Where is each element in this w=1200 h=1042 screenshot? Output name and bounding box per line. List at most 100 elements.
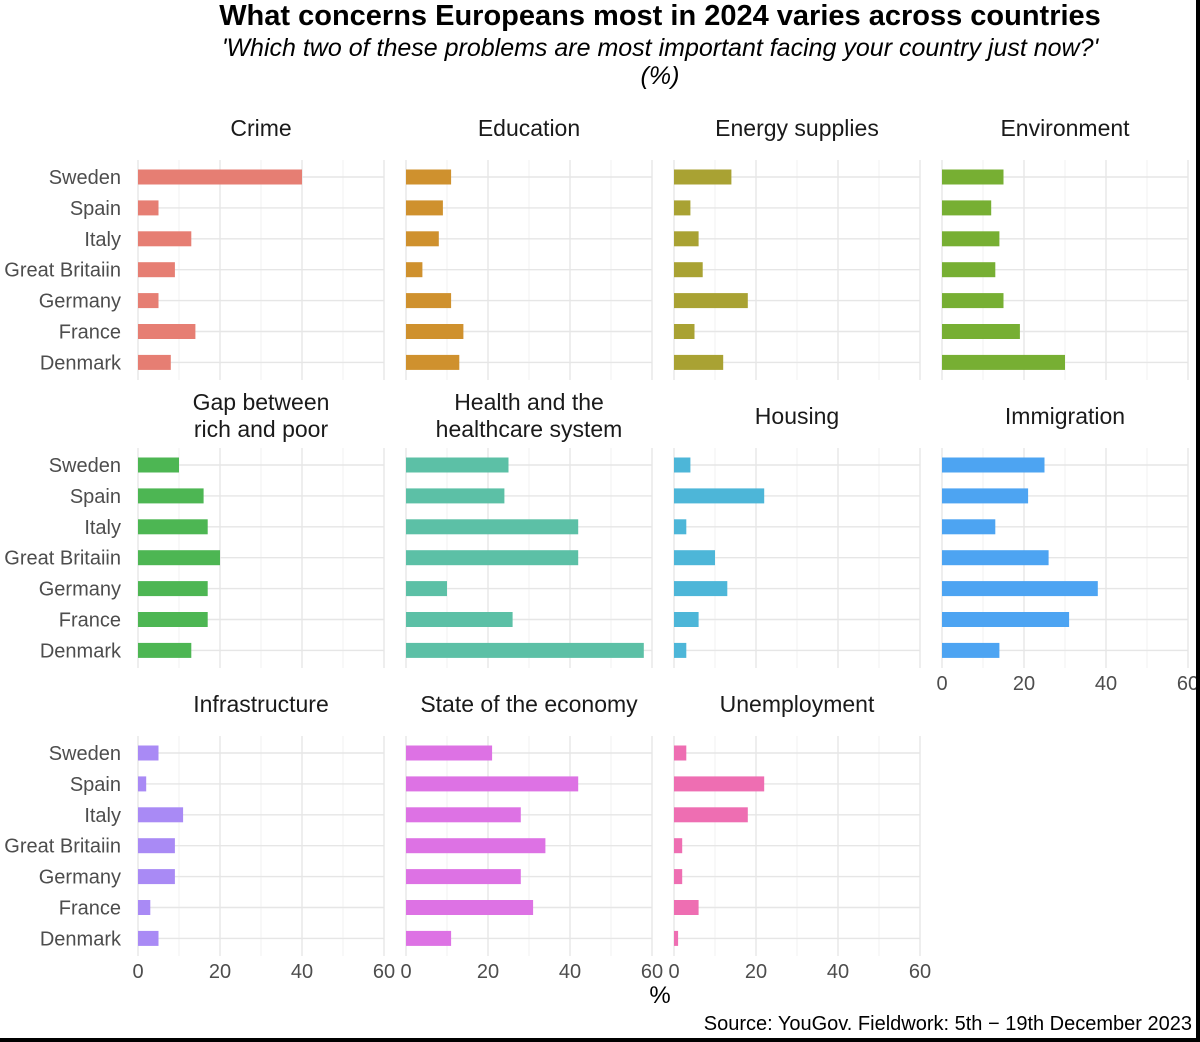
bar-education-france <box>406 324 464 339</box>
bar-health-and-the-healthcare-system-italy <box>406 519 579 535</box>
x-tick-label: 0 <box>668 961 679 983</box>
bar-crime-italy <box>138 231 192 247</box>
bar-housing-france <box>674 612 699 627</box>
x-tick-label: 60 <box>641 961 663 983</box>
category-label-sweden: Sweden <box>49 167 121 189</box>
category-label-spain: Spain <box>70 198 121 220</box>
bar-education-denmark <box>406 354 460 370</box>
bar-health-and-the-healthcare-system-sweden <box>406 457 509 473</box>
x-tick-label: 0 <box>400 961 411 983</box>
bar-crime-spain <box>138 200 159 216</box>
x-tick-label: 60 <box>909 961 931 983</box>
category-label-germany: Germany <box>39 579 121 601</box>
facet-title-education: Education <box>478 115 580 141</box>
bar-education-spain <box>406 200 443 216</box>
bar-education-germany <box>406 293 452 309</box>
category-label-germany: Germany <box>39 291 121 313</box>
bar-environment-sweden <box>942 169 1004 185</box>
bar-immigration-italy <box>942 519 996 535</box>
bar-health-and-the-healthcare-system-great-britaiin <box>406 550 579 566</box>
bar-infrastructure-france <box>138 900 151 915</box>
bar-infrastructure-germany <box>138 869 175 885</box>
category-label-germany: Germany <box>39 867 121 889</box>
bar-state-of-the-economy-germany <box>406 869 521 885</box>
bar-crime-france <box>138 324 196 339</box>
bar-infrastructure-great-britaiin <box>138 838 175 854</box>
frame-border-bottom <box>0 1038 1200 1042</box>
bar-unemployment-denmark <box>674 930 679 946</box>
x-tick-label: 40 <box>1095 673 1117 695</box>
bar-immigration-denmark <box>942 642 1000 658</box>
bar-health-and-the-healthcare-system-germany <box>406 581 447 597</box>
bar-energy-supplies-denmark <box>674 354 724 370</box>
bar-environment-italy <box>942 231 1000 247</box>
bar-gap-between-rich-and-poor-germany <box>138 581 208 597</box>
bar-gap-between-rich-and-poor-sweden <box>138 457 179 473</box>
x-tick-label: 20 <box>745 961 767 983</box>
bar-gap-between-rich-and-poor-great-britaiin <box>138 550 220 566</box>
bar-state-of-the-economy-great-britaiin <box>406 838 546 854</box>
bar-unemployment-sweden <box>674 745 687 761</box>
facet-title-immigration: Immigration <box>1005 403 1125 429</box>
bar-unemployment-france <box>674 900 699 915</box>
bar-state-of-the-economy-denmark <box>406 930 452 946</box>
bar-housing-denmark <box>674 642 687 658</box>
bar-gap-between-rich-and-poor-denmark <box>138 642 192 658</box>
chart-title: What concerns Europeans most in 2024 var… <box>219 0 1101 32</box>
facet-title-unemployment: Unemployment <box>720 691 875 717</box>
category-label-italy: Italy <box>84 229 121 251</box>
bar-housing-spain <box>674 488 765 504</box>
bar-education-italy <box>406 231 439 247</box>
bar-infrastructure-spain <box>138 776 147 792</box>
bar-energy-supplies-spain <box>674 200 691 216</box>
facet-title-energy-supplies: Energy supplies <box>715 115 879 141</box>
bar-unemployment-italy <box>674 807 748 823</box>
facet-title-gap-between-rich-and-poor: Gap between <box>193 389 330 415</box>
facet-title-environment: Environment <box>1000 115 1130 141</box>
bar-unemployment-spain <box>674 776 765 792</box>
x-axis-label: % <box>649 982 671 1009</box>
category-label-spain: Spain <box>70 774 121 796</box>
category-label-france: France <box>59 610 121 632</box>
bar-energy-supplies-great-britaiin <box>674 262 703 278</box>
x-tick-label: 20 <box>1013 673 1035 695</box>
bar-immigration-great-britaiin <box>942 550 1049 566</box>
bar-energy-supplies-italy <box>674 231 699 247</box>
facet-title-state-of-the-economy: State of the economy <box>420 691 638 717</box>
bar-housing-sweden <box>674 457 691 473</box>
frame-border-right <box>1196 0 1200 1042</box>
bar-crime-great-britaiin <box>138 262 175 278</box>
facet-title-health-and-the-healthcare-system-line2: healthcare system <box>436 416 623 442</box>
category-label-denmark: Denmark <box>40 928 122 950</box>
bar-energy-supplies-germany <box>674 293 748 309</box>
category-label-great-britaiin: Great Britaiin <box>4 548 121 570</box>
bar-energy-supplies-sweden <box>674 169 732 185</box>
category-label-denmark: Denmark <box>40 352 122 374</box>
bar-unemployment-great-britaiin <box>674 838 683 854</box>
category-label-denmark: Denmark <box>40 640 122 662</box>
category-label-france: France <box>59 322 121 344</box>
facet-title-gap-between-rich-and-poor-line2: rich and poor <box>194 416 329 442</box>
x-tick-label: 40 <box>827 961 849 983</box>
bar-immigration-france <box>942 612 1070 627</box>
bar-infrastructure-sweden <box>138 745 159 761</box>
category-label-sweden: Sweden <box>49 455 121 477</box>
bar-immigration-sweden <box>942 457 1045 473</box>
category-label-spain: Spain <box>70 486 121 508</box>
category-label-great-britaiin: Great Britaiin <box>4 836 121 858</box>
bar-gap-between-rich-and-poor-italy <box>138 519 208 535</box>
bar-health-and-the-healthcare-system-spain <box>406 488 505 504</box>
category-label-italy: Italy <box>84 805 121 827</box>
bar-housing-great-britaiin <box>674 550 715 566</box>
bar-environment-great-britaiin <box>942 262 996 278</box>
bar-gap-between-rich-and-poor-france <box>138 612 208 627</box>
x-tick-label: 20 <box>477 961 499 983</box>
facet-title-infrastructure: Infrastructure <box>193 691 329 717</box>
bar-crime-sweden <box>138 169 302 185</box>
bar-crime-denmark <box>138 354 171 370</box>
bar-immigration-spain <box>942 488 1029 504</box>
bar-housing-italy <box>674 519 687 535</box>
bar-state-of-the-economy-spain <box>406 776 579 792</box>
bar-gap-between-rich-and-poor-spain <box>138 488 204 504</box>
